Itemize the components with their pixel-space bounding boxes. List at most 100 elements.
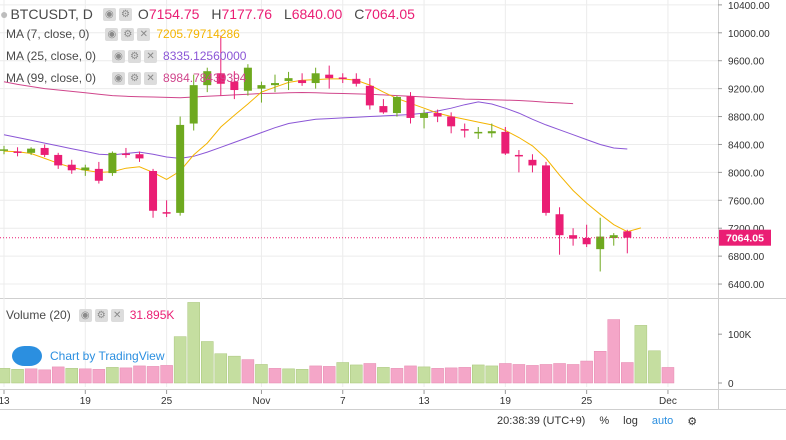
volume-bar xyxy=(146,366,160,384)
close-icon[interactable]: ✕ xyxy=(137,27,151,41)
tradingview-watermark[interactable]: Chart by TradingView xyxy=(12,346,165,366)
time-tick-label: 19 xyxy=(500,396,512,407)
volume-bar xyxy=(336,362,349,384)
eye-icon[interactable]: ◉ xyxy=(112,49,126,63)
volume-bar xyxy=(187,302,200,384)
eye-icon[interactable]: ◉ xyxy=(78,308,92,322)
candle-body xyxy=(379,106,388,113)
candle-body xyxy=(257,85,266,89)
last-price-label: 7064.05 xyxy=(726,233,764,245)
ohlc-values: O7154.75 H7177.76 L6840.00 C7064.05 xyxy=(137,6,415,22)
volume-bar xyxy=(322,366,336,384)
ma99-legend[interactable]: MA (99, close, 0) ◉ ⚙ ✕ 8984.78439394 xyxy=(6,71,247,85)
volume-legend[interactable]: Volume (20) ◉ ⚙ ✕ 31.895K xyxy=(6,308,175,322)
volume-bar xyxy=(214,353,228,384)
candle-body xyxy=(569,235,578,239)
volume-bar xyxy=(241,359,255,384)
candle-body xyxy=(338,77,347,79)
time-tick-label: Dec xyxy=(659,396,677,407)
time-tick-label: 25 xyxy=(581,396,593,407)
volume-bar xyxy=(553,363,566,384)
ma25-legend[interactable]: MA (25, close, 0) ◉ ⚙ ✕ 8335.12560000 xyxy=(6,49,247,63)
candle-body xyxy=(406,96,415,118)
price-tick-label: 10000.00 xyxy=(728,29,770,40)
volume-bar xyxy=(512,364,526,384)
volume-bar xyxy=(661,367,675,384)
volume-bar xyxy=(173,336,187,384)
cloud-logo-icon xyxy=(12,346,42,366)
volume-bar xyxy=(472,364,485,384)
candle-body xyxy=(596,236,605,250)
candle-body xyxy=(176,124,185,213)
volume-bar xyxy=(51,366,65,384)
volume-bar xyxy=(79,368,92,384)
volume-bar xyxy=(295,369,309,384)
eye-icon[interactable]: ◉ xyxy=(102,7,116,21)
percent-toggle[interactable]: % xyxy=(599,415,610,427)
candle-body xyxy=(67,164,76,171)
candle-body xyxy=(27,148,36,153)
price-tick-label: 6800.00 xyxy=(728,252,765,263)
ma7-legend[interactable]: MA (7, close, 0) ◉ ⚙ ✕ 7205.79714286 xyxy=(6,27,240,41)
candle-body xyxy=(474,131,483,134)
candle-body xyxy=(135,154,144,159)
auto-toggle[interactable]: auto xyxy=(651,415,674,427)
ma99-line xyxy=(3,81,574,105)
last-price-badge xyxy=(719,229,771,246)
candle-body xyxy=(528,159,537,166)
candle-body xyxy=(609,235,618,238)
time-tick-label: 25 xyxy=(161,396,173,407)
candle-body xyxy=(542,165,550,213)
volume-tick-label: 100K xyxy=(728,330,752,341)
eye-icon[interactable]: ◉ xyxy=(105,27,119,41)
time-tick-label: 13 xyxy=(418,396,430,407)
volume-bar xyxy=(255,364,268,384)
close-icon[interactable]: ✕ xyxy=(144,71,158,85)
settings-icon[interactable]: ⚙ xyxy=(128,71,142,85)
volume-bar xyxy=(65,368,78,384)
volume-bar xyxy=(282,368,295,384)
volume-bar xyxy=(119,367,133,384)
volume-bar xyxy=(133,365,146,384)
clock-time[interactable]: 20:38:39 (UTC+9) xyxy=(497,415,586,427)
price-tick-label: 6400.00 xyxy=(728,280,765,291)
candle-body xyxy=(162,212,171,214)
volume-bar xyxy=(404,365,417,384)
time-tick-label: 13 xyxy=(0,396,10,407)
volume-bar xyxy=(11,369,24,384)
volume-bar xyxy=(485,365,499,384)
candle-body xyxy=(352,78,361,84)
settings-icon[interactable]: ⚙ xyxy=(128,49,142,63)
price-tick-label: 9200.00 xyxy=(728,85,765,96)
volume-bar xyxy=(377,367,390,384)
volume-bar xyxy=(417,366,431,384)
log-toggle[interactable]: log xyxy=(623,415,638,427)
settings-icon[interactable]: ⚙ xyxy=(118,7,132,21)
gear-icon[interactable]: ⚙ xyxy=(687,415,698,428)
candle-body xyxy=(311,73,320,84)
close-icon[interactable]: ✕ xyxy=(144,49,158,63)
volume-bar xyxy=(350,364,363,384)
candle-body xyxy=(447,116,456,127)
volume-bar xyxy=(566,364,580,384)
symbol-label: BTCUSDT, D xyxy=(10,6,93,22)
volume-bar xyxy=(444,367,458,384)
settings-icon[interactable]: ⚙ xyxy=(94,308,108,322)
eye-icon[interactable]: ◉ xyxy=(112,71,126,85)
candle-body xyxy=(514,154,523,157)
status-bar: 20:38:39 (UTC+9) % log auto ⚙ xyxy=(497,411,786,431)
close-icon[interactable]: ✕ xyxy=(110,308,124,322)
price-tick-label: 8400.00 xyxy=(728,140,765,151)
candle-body xyxy=(460,129,469,131)
volume-bar xyxy=(106,367,119,384)
symbol-legend: ● BTCUSDT, D ◉ ⚙ O7154.75 H7177.76 L6840… xyxy=(0,5,423,23)
settings-icon[interactable]: ⚙ xyxy=(121,27,135,41)
candle-body xyxy=(420,113,429,118)
volume-bar xyxy=(593,351,607,384)
volume-bar xyxy=(648,350,661,384)
price-tick-label: 7600.00 xyxy=(728,196,765,207)
volume-bar xyxy=(431,368,444,384)
price-tick-label: 8000.00 xyxy=(728,168,765,179)
candle-body xyxy=(40,147,49,155)
